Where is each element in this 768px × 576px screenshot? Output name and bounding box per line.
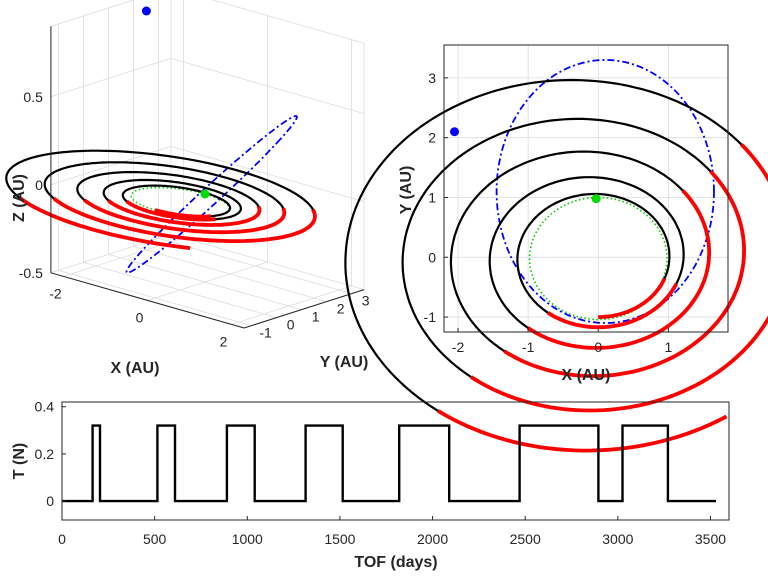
panel-2d-ytick: 3 bbox=[428, 70, 436, 86]
panel-3d-xtick: -2 bbox=[49, 285, 62, 301]
panel-3d-ytick: 3 bbox=[362, 293, 370, 309]
panel-3d-trajectory: -2 0 2 -1 0 1 2 3 -0.5 0 0.5 X (AU) Y (AU) Z (AU) bbox=[5, 0, 370, 377]
panel-2d-axes-box bbox=[443, 44, 729, 333]
panel-thrust-axes-box bbox=[61, 401, 730, 521]
panel-2d-xtick: 1 bbox=[664, 339, 672, 355]
panel-2d-thrust-arc bbox=[437, 409, 728, 453]
panel-2d-ytick: -1 bbox=[424, 309, 437, 325]
panel-3d-thrust-arc bbox=[154, 208, 211, 219]
panel-3d-marker-start bbox=[200, 189, 210, 199]
panel-thrust-xtick: 3000 bbox=[602, 531, 633, 547]
panel-thrust-xtick: 2000 bbox=[417, 531, 448, 547]
panel-3d-gridline-y-floor bbox=[108, 254, 302, 310]
panel-3d-ztick: 0.5 bbox=[23, 89, 43, 105]
panel-3d-box-edge bbox=[50, 0, 135, 27]
panel-3d-gridline-z-side bbox=[50, 58, 172, 98]
panel-2d-departure-orbit bbox=[528, 196, 668, 321]
panel-3d-ytick: 2 bbox=[337, 301, 345, 317]
panel-3d-ztick: -0.5 bbox=[19, 265, 43, 281]
panel-3d-gridline-y-floor bbox=[58, 270, 252, 326]
panel-2d-xlabel: X (AU) bbox=[562, 367, 611, 384]
panel-thrust-ytick: 0 bbox=[46, 493, 54, 509]
panel-3d-ytick: 0 bbox=[287, 317, 295, 333]
panel-3d-gridline-x-floor bbox=[147, 261, 268, 301]
panel-2d-thrust-arc bbox=[503, 170, 747, 379]
panel-thrust-lines bbox=[62, 424, 716, 503]
panel-2d-coast-arc bbox=[344, 78, 768, 452]
panel-2d-ytick: 0 bbox=[428, 249, 436, 265]
panel-3d-thrust-arc bbox=[83, 198, 287, 235]
panel-3d-ticks: -2 0 2 -1 0 1 2 3 -0.5 0 0.5 bbox=[19, 26, 370, 349]
panel-3d-ytick: -1 bbox=[259, 325, 272, 341]
panel-2d-marker-end bbox=[450, 127, 460, 137]
panel-2d-thrust-arc bbox=[470, 143, 768, 413]
panel-2d-target-orbit bbox=[495, 58, 715, 324]
panel-3d-xtick: 2 bbox=[220, 333, 228, 349]
panel-3d-ztick: 0 bbox=[35, 177, 43, 193]
panel-3d-xtick: 0 bbox=[136, 309, 144, 325]
panel-3d-gridline-x-floor bbox=[231, 285, 352, 325]
panel-thrust-profile: 0 500 1000 1500 2000 2500 3000 3500 0 0.2 0.4 TOF … bbox=[11, 399, 730, 571]
panel-3d-lines bbox=[5, 6, 317, 274]
panel-thrust-xtick: 2500 bbox=[510, 531, 541, 547]
panel-thrust-ytick: 0.4 bbox=[35, 399, 55, 415]
panel-3d-gridline-y-floor bbox=[158, 238, 352, 294]
panel-3d-thrust-arc bbox=[52, 196, 317, 243]
panel-2d-ylabel: Y (AU) bbox=[398, 166, 415, 215]
panel-thrust-xtick: 1000 bbox=[232, 531, 263, 547]
panel-3d-xlabel: X (AU) bbox=[111, 360, 160, 377]
panel-2d-trajectory: -2 -1 0 1 -1 0 1 2 3 X (AU) Y (AU) bbox=[344, 44, 768, 453]
panel-3d-y-axis bbox=[243, 289, 365, 329]
panel-2d-ytick: 2 bbox=[428, 130, 436, 146]
panel-3d-x-axis bbox=[50, 272, 245, 329]
panel-3d-ylabel: Y (AU) bbox=[320, 354, 369, 371]
panel-2d-marker-start bbox=[591, 194, 601, 204]
panel-thrust-series-line bbox=[62, 424, 716, 503]
panel-3d-box-edge bbox=[211, 0, 365, 44]
panel-thrust-ytick: 0.2 bbox=[35, 446, 55, 462]
panel-thrust-xtick: 3500 bbox=[695, 531, 726, 547]
panel-2d-ticks: -2 -1 0 1 -1 0 1 2 3 bbox=[424, 70, 673, 355]
panel-2d-thrust-arc bbox=[598, 277, 667, 319]
panel-3d-thrust-arc bbox=[107, 199, 262, 227]
panel-2d-thrust-arc bbox=[526, 189, 712, 350]
panel-thrust-ylabel: T (N) bbox=[11, 443, 28, 479]
panel-thrust-ticks: 0 500 1000 1500 2000 2500 3000 3500 0 0.2 0.4 bbox=[35, 399, 727, 547]
panel-2d-ytick: 1 bbox=[428, 189, 436, 205]
panel-2d-thrust-arc bbox=[547, 283, 678, 330]
panel-2d-xtick: -1 bbox=[522, 339, 535, 355]
panel-thrust-xtick: 1500 bbox=[324, 531, 355, 547]
panel-3d-thrust-arc bbox=[125, 199, 216, 222]
panel-3d-ytick: 1 bbox=[312, 309, 320, 325]
panel-2d-xtick: -2 bbox=[452, 339, 465, 355]
panel-thrust-xtick: 0 bbox=[58, 531, 66, 547]
panel-3d-marker-end bbox=[141, 6, 151, 16]
panel-2d-lines bbox=[344, 58, 768, 453]
panel-thrust-xtick: 500 bbox=[143, 531, 167, 547]
panel-3d-zlabel: Z (AU) bbox=[11, 174, 28, 222]
panel-2d-grid bbox=[444, 45, 728, 332]
panel-2d-xtick: 0 bbox=[594, 339, 602, 355]
panel-thrust-xlabel: TOF (days) bbox=[354, 554, 437, 571]
panel-3d-gridline-y-floor bbox=[133, 246, 327, 302]
panel-3d-thrust-arc bbox=[18, 196, 191, 250]
panel-3d-gridline-z-side bbox=[50, 146, 172, 186]
panel-3d-gridline-y-floor bbox=[83, 262, 277, 318]
